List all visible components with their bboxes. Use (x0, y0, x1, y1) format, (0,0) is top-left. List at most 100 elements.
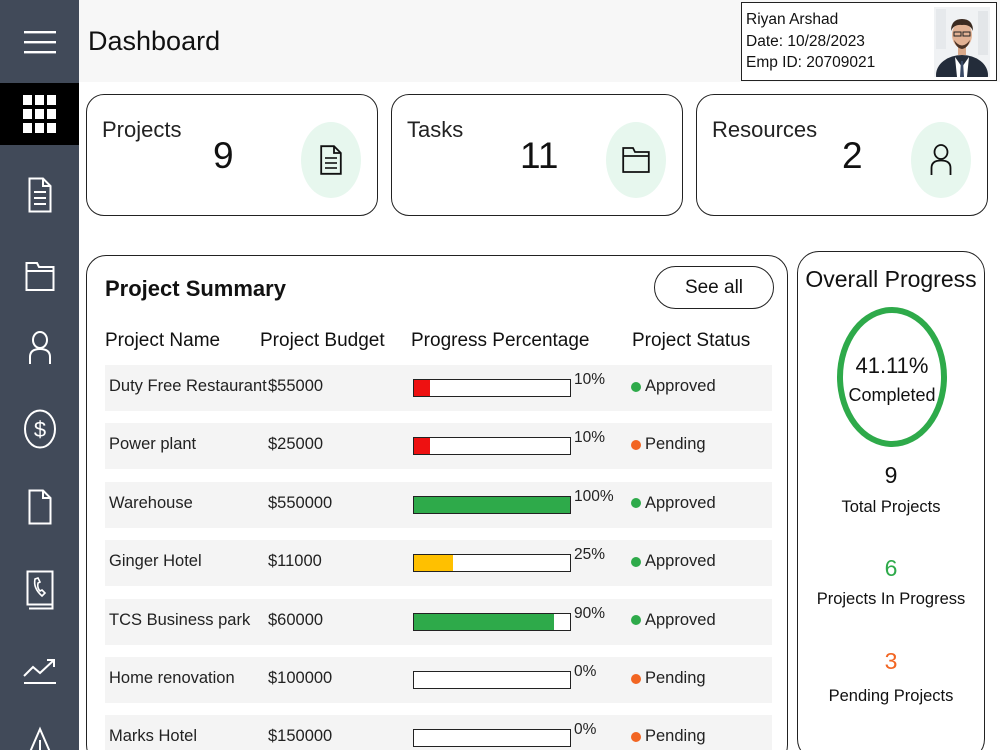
project-name: Power plant (109, 435, 197, 454)
sidebar-item-alerts[interactable] (0, 712, 79, 750)
progress-bar (413, 437, 571, 456)
project-name: Ginger Hotel (109, 552, 202, 571)
progress-bar-fill (414, 438, 430, 455)
stat-value: 2 (842, 135, 863, 176)
status-dot-icon (631, 615, 641, 626)
table-row[interactable]: Warehouse $550000 100% Approved (105, 481, 772, 528)
progress-percent: 90% (574, 604, 606, 622)
progress-percent: 10% (574, 429, 606, 447)
table-row[interactable]: Power plant $25000 10% Pending (105, 423, 772, 470)
chart-trend-icon (22, 659, 56, 684)
overall-progress-title: Overall Progress (805, 266, 977, 292)
progress-bar (413, 671, 571, 689)
status-badge: Approved (631, 611, 716, 630)
stat-label: Projects (102, 117, 182, 142)
progress-bar (413, 612, 571, 631)
sidebar-item-contacts[interactable] (0, 559, 79, 621)
sidebar-item-menu[interactable] (0, 11, 79, 73)
status-text: Approved (645, 610, 716, 629)
table-row[interactable]: Home renovation $100000 0% Pending (105, 657, 772, 703)
folder-icon (622, 147, 650, 173)
menu-icon (23, 31, 56, 54)
total-projects-label: Total Projects (841, 498, 941, 516)
project-name: Home renovation (109, 669, 235, 687)
project-summary-title: Project Summary (105, 276, 286, 301)
status-text: Pending (645, 727, 706, 746)
svg-text:$: $ (33, 417, 45, 442)
status-text: Pending (645, 669, 706, 687)
sidebar-item-finance[interactable]: $ (0, 398, 79, 460)
progress-bar (413, 495, 571, 514)
status-dot-icon (631, 673, 641, 684)
table-row[interactable]: TCS Business park $60000 90% Approved (105, 598, 772, 645)
stat-card-resources[interactable]: Resources 2 (696, 94, 988, 216)
phone-book-icon (26, 570, 53, 610)
progress-ring: 41.11% Completed (837, 307, 947, 447)
status-badge: Pending (631, 727, 706, 746)
stat-icon-bubble (911, 122, 971, 198)
status-badge: Pending (631, 669, 706, 688)
user-icon (930, 144, 952, 175)
sidebar-item-dashboard[interactable] (0, 83, 79, 145)
project-budget: $100000 (268, 669, 333, 687)
column-header-status: Project Status (632, 330, 751, 351)
stat-value: 11 (520, 135, 559, 176)
stat-value: 9 (213, 135, 234, 176)
table-row[interactable]: Ginger Hotel $11000 25% Approved (105, 540, 772, 587)
user-date: Date: 10/28/2023 (746, 33, 865, 50)
progress-bar (413, 554, 571, 573)
file-icon (28, 489, 51, 525)
status-badge: Approved (631, 377, 716, 396)
sidebar-item-documents[interactable] (0, 164, 79, 226)
status-dot-icon (631, 498, 641, 509)
column-header-name: Project Name (105, 330, 221, 351)
status-text: Pending (645, 435, 706, 454)
see-all-button[interactable]: See all (654, 266, 774, 309)
progress-percent: 25% (574, 546, 606, 564)
progress-bar (413, 379, 571, 397)
pending-label: Pending Projects (828, 687, 954, 705)
progress-percent: 0% (574, 721, 597, 739)
user-card: Riyan Arshad Date: 10/28/2023 Emp ID: 20… (741, 2, 997, 81)
status-badge: Approved (631, 494, 716, 513)
dashboard-grid-icon (22, 95, 56, 133)
dollar-icon: $ (23, 409, 56, 449)
project-name: TCS Business park (109, 610, 251, 629)
project-name: Marks Hotel (109, 727, 198, 746)
in-progress-count: 6 (884, 555, 898, 581)
document-icon (28, 177, 51, 213)
progress-bar-fill (414, 496, 570, 513)
page-title: Dashboard (88, 26, 221, 56)
project-name: Duty Free Restaurant (109, 377, 267, 395)
stat-card-projects[interactable]: Projects 9 (86, 94, 378, 216)
sidebar-item-folders[interactable] (0, 245, 79, 307)
table-row[interactable]: Marks Hotel $150000 0% Pending (105, 715, 772, 750)
stat-label: Resources (712, 117, 818, 142)
warning-icon (29, 726, 50, 750)
project-name: Warehouse (109, 493, 193, 512)
progress-percent: 100% (574, 487, 614, 505)
sidebar-item-files[interactable] (0, 476, 79, 538)
project-budget: $25000 (268, 435, 324, 454)
status-dot-icon (631, 439, 641, 450)
total-projects-count: 9 (884, 462, 898, 488)
stat-card-tasks[interactable]: Tasks 11 (391, 94, 683, 216)
user-emp-id: Emp ID: 20709021 (746, 54, 876, 71)
completed-label: Completed (848, 385, 936, 405)
user-icon (28, 331, 51, 364)
status-text: Approved (645, 377, 716, 395)
status-dot-icon (631, 556, 641, 567)
status-dot-icon (631, 731, 641, 742)
project-summary-panel: Project Summary See all Project Name Pro… (86, 255, 788, 750)
project-budget: $11000 (268, 552, 322, 571)
progress-bar-fill (414, 613, 555, 630)
sidebar-item-users[interactable] (0, 317, 79, 379)
avatar (934, 7, 990, 77)
project-budget: $550000 (268, 493, 333, 512)
stat-label: Tasks (407, 117, 464, 142)
user-name: Riyan Arshad (746, 11, 839, 28)
sidebar: $ (0, 0, 79, 750)
table-row[interactable]: Duty Free Restaurant $55000 10% Approved (105, 365, 772, 411)
status-text: Approved (645, 493, 716, 512)
sidebar-item-reports[interactable] (0, 640, 79, 702)
